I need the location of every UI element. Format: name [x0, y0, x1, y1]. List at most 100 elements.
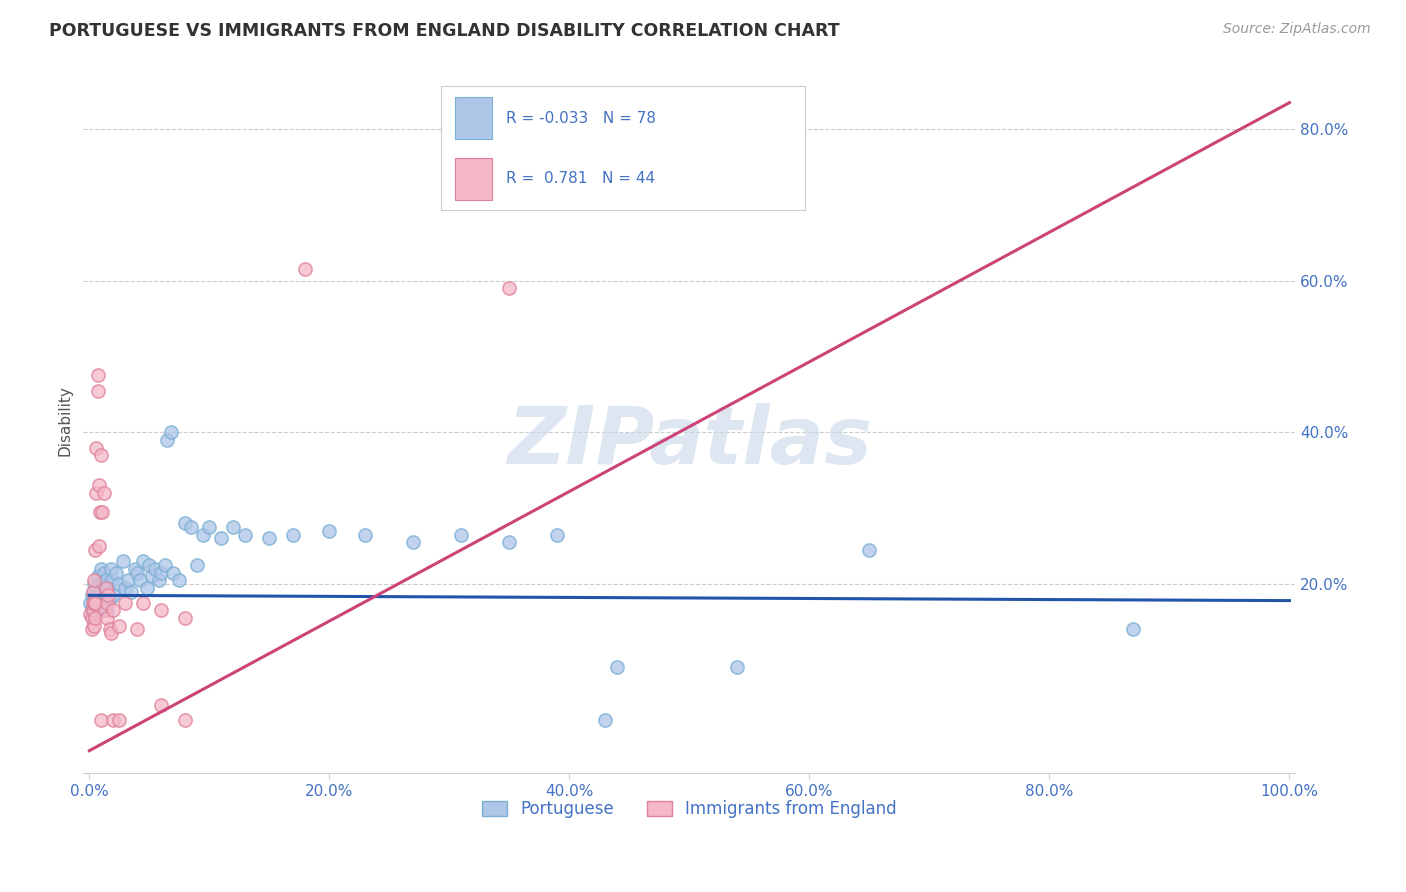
Point [259, 532, 281, 546]
Point [82, 611, 104, 625]
Point [193, 527, 215, 541]
Point [150, 566, 173, 580]
Point [180, 520, 202, 534]
Point [86, 486, 108, 500]
Point [128, 573, 150, 587]
Point [90, 588, 112, 602]
Point [546, 527, 568, 541]
Point [86, 596, 108, 610]
Point [89, 584, 111, 599]
Point [84, 588, 107, 602]
Point [233, 527, 256, 541]
Point [103, 588, 125, 602]
Point [174, 611, 197, 625]
Point [103, 714, 125, 728]
Point [79, 607, 101, 622]
Text: PORTUGUESE VS IMMIGRANTS FROM ENGLAND DISABILITY CORRELATION CHART: PORTUGUESE VS IMMIGRANTS FROM ENGLAND DI… [49, 22, 839, 40]
Point [82, 584, 104, 599]
Point [84, 603, 107, 617]
Point [94, 581, 117, 595]
Point [83, 618, 105, 632]
Point [127, 566, 149, 580]
Point [96, 588, 118, 602]
Point [96, 596, 118, 610]
Legend: Portuguese, Immigrants from England: Portuguese, Immigrants from England [475, 794, 904, 825]
Point [135, 581, 157, 595]
Point [120, 584, 142, 599]
Point [104, 566, 127, 580]
Point [82, 596, 104, 610]
Point [101, 573, 124, 587]
Point [93, 596, 115, 610]
Point [94, 573, 117, 587]
Point [82, 584, 104, 599]
Point [94, 603, 117, 617]
Point [86, 592, 108, 607]
Point [87, 588, 110, 602]
Point [86, 384, 108, 398]
Point [84, 596, 107, 610]
Point [96, 611, 118, 625]
Point [354, 527, 377, 541]
Point [186, 558, 208, 572]
Point [198, 520, 221, 534]
Point [89, 505, 111, 519]
Point [160, 425, 183, 440]
Point [156, 433, 179, 447]
Point [94, 584, 117, 599]
Point [100, 562, 122, 576]
Point [222, 520, 245, 534]
Point [93, 486, 115, 500]
Point [498, 281, 520, 295]
Point [97, 581, 120, 595]
Point [294, 262, 316, 277]
Point [83, 596, 105, 610]
Point [89, 596, 111, 610]
Point [97, 588, 120, 602]
Point [82, 599, 104, 614]
Point [80, 603, 103, 617]
Point [90, 714, 112, 728]
Point [87, 478, 110, 492]
Point [108, 714, 131, 728]
Point [86, 441, 108, 455]
Point [450, 527, 472, 541]
Point [108, 577, 131, 591]
Point [108, 618, 131, 632]
Point [86, 584, 108, 599]
Point [654, 141, 676, 155]
Point [83, 592, 105, 607]
Point [283, 527, 305, 541]
Point [606, 660, 628, 674]
Text: ZIPatlas: ZIPatlas [508, 403, 872, 481]
Point [162, 566, 184, 580]
Point [127, 623, 149, 637]
Point [124, 562, 146, 576]
Point [153, 558, 176, 572]
Point [148, 573, 170, 587]
Point [114, 581, 136, 595]
Point [87, 577, 110, 591]
Point [83, 573, 105, 587]
Point [402, 535, 425, 549]
Point [84, 611, 107, 625]
Point [83, 607, 105, 622]
Point [498, 535, 520, 549]
Point [98, 623, 121, 637]
Point [318, 524, 340, 538]
Point [595, 714, 617, 728]
Point [725, 660, 748, 674]
Y-axis label: Disability: Disability [58, 385, 72, 457]
Point [90, 448, 112, 462]
Point [83, 577, 105, 591]
Point [82, 603, 104, 617]
Point [143, 562, 166, 576]
Point [150, 603, 173, 617]
Point [80, 588, 103, 602]
Point [138, 558, 160, 572]
Point [86, 569, 108, 583]
Point [150, 698, 173, 713]
Point [117, 573, 139, 587]
Point [174, 516, 197, 531]
Point [93, 566, 115, 580]
